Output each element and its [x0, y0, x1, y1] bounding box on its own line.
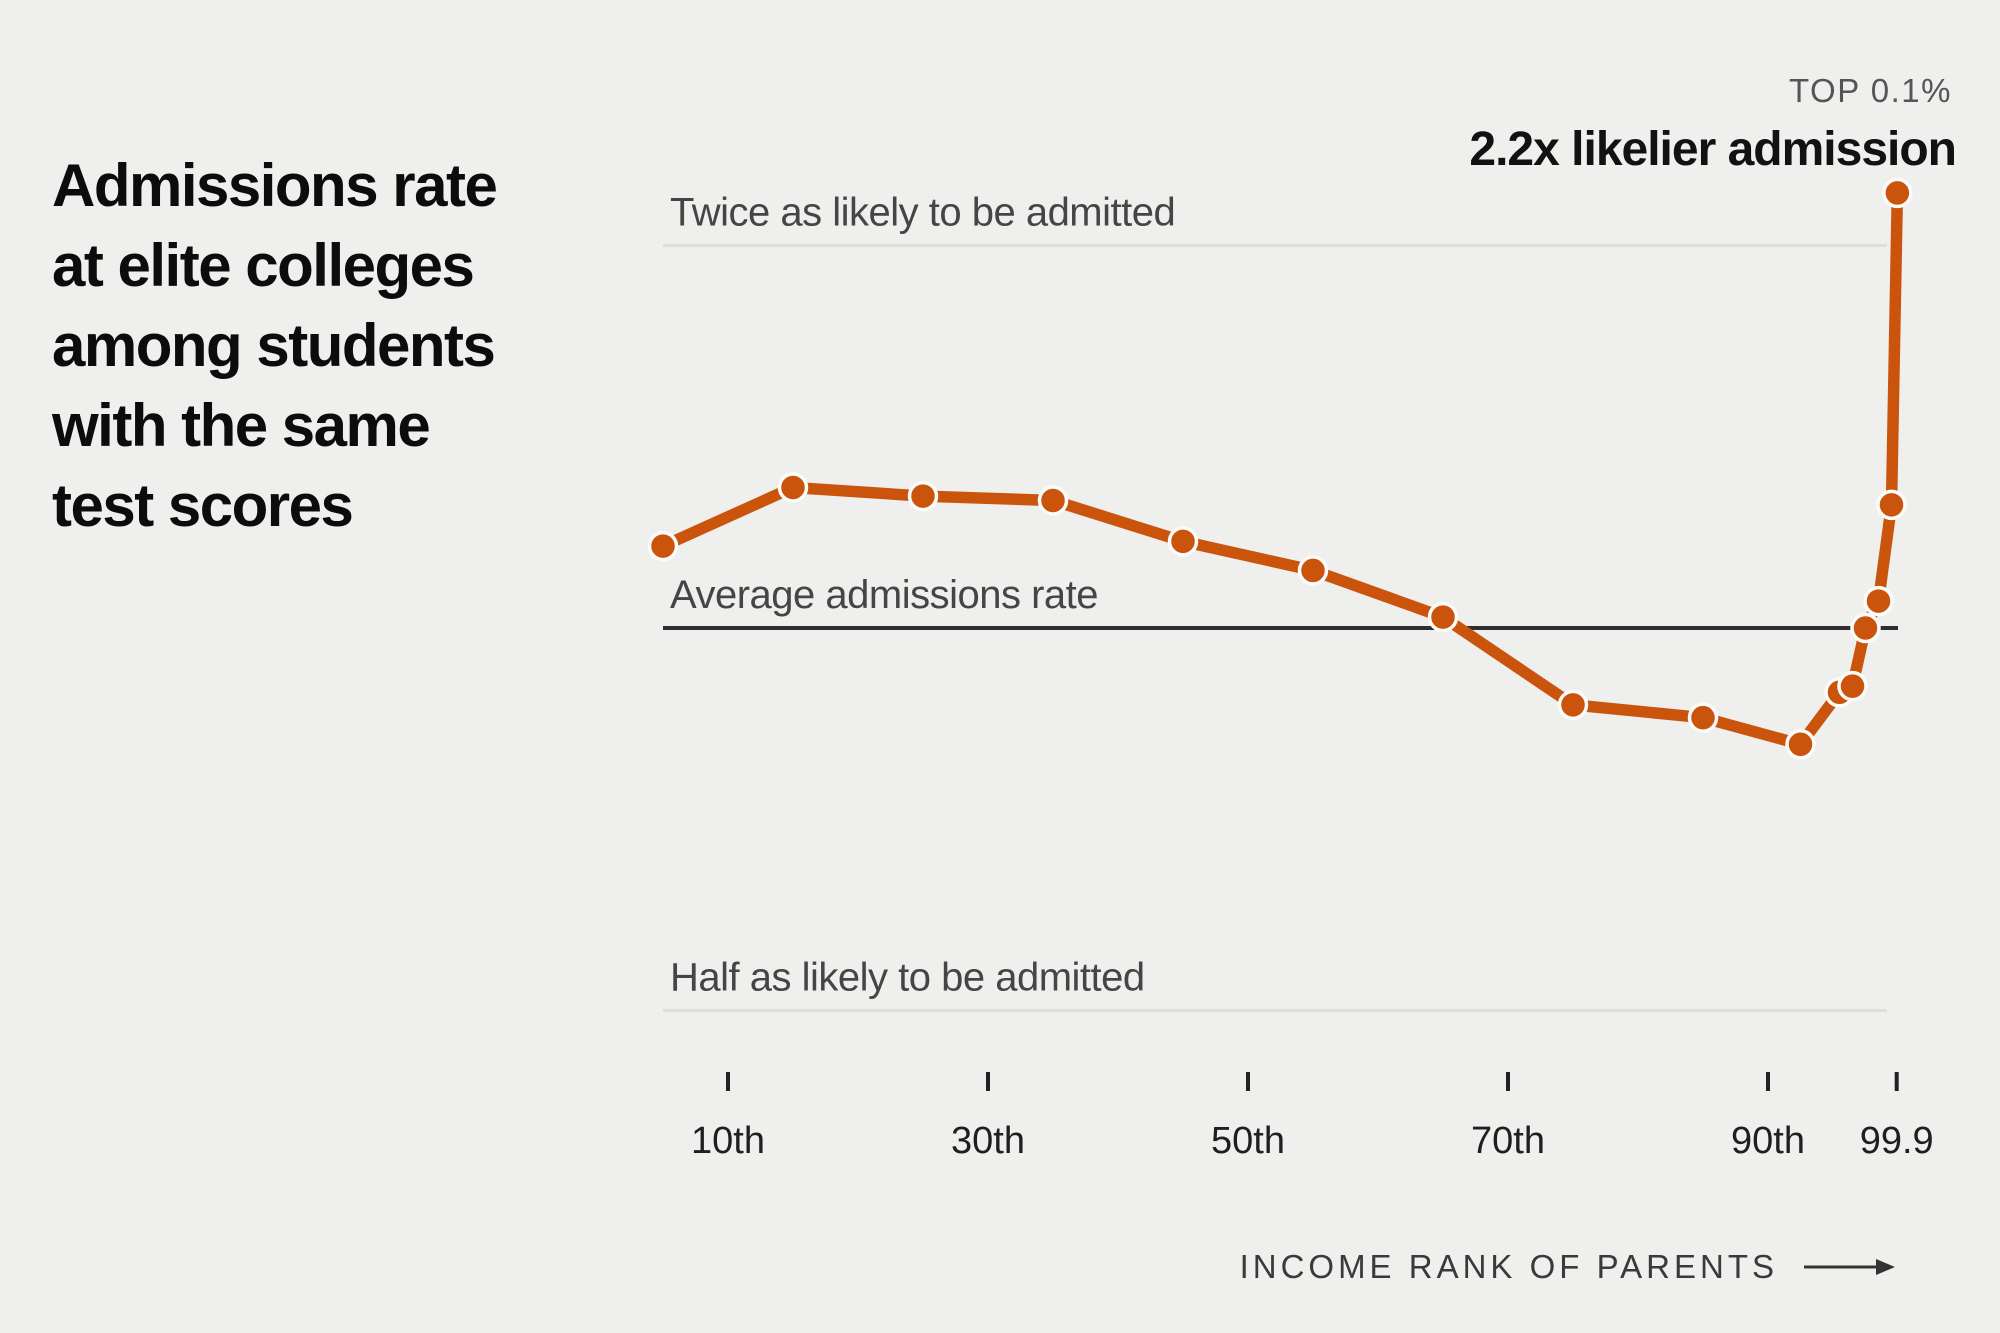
- title-line-1: Admissions rate: [52, 152, 498, 219]
- top-percentile-label: TOP 0.1%: [1788, 72, 1952, 109]
- data-point: [907, 480, 939, 512]
- x-axis-tick-label: 90th: [1731, 1120, 1805, 1162]
- data-point: [1850, 612, 1881, 644]
- title-line-3: among students: [52, 312, 496, 379]
- data-point: [1297, 555, 1329, 586]
- admissions-rate-line: [657, 187, 1904, 751]
- data-point: [1837, 670, 1868, 702]
- data-point: [1785, 729, 1816, 760]
- data-point: [1037, 485, 1069, 516]
- headline-annotation: 2.2x likelier admission: [1469, 123, 1957, 176]
- data-point: [1427, 601, 1459, 633]
- title-line-4: with the same: [52, 392, 431, 459]
- data-point: [1863, 585, 1894, 617]
- data-point: [1882, 177, 1913, 209]
- title-line-2: at elite colleges: [52, 232, 475, 299]
- reference-line-label: Half as likely to be admitted: [670, 956, 1145, 1000]
- x-axis-title-text: INCOME RANK OF PARENTS: [1239, 1248, 1778, 1285]
- x-axis-tick-label: 10th: [691, 1120, 765, 1162]
- x-axis-tick-label: 99.9: [1860, 1120, 1934, 1162]
- data-point: [1167, 526, 1199, 557]
- data-point: [1687, 702, 1719, 733]
- right-arrow-icon: [1804, 1259, 1895, 1275]
- data-point: [777, 472, 809, 503]
- x-axis-tick-label: 50th: [1211, 1120, 1285, 1162]
- reference-line-label: Average admissions rate: [670, 573, 1098, 617]
- data-point: [1876, 489, 1907, 521]
- x-axis-tick-label: 30th: [951, 1120, 1025, 1162]
- x-axis-tick-label: 70th: [1471, 1120, 1545, 1162]
- data-point: [1557, 689, 1589, 721]
- title-line-5: test scores: [52, 472, 354, 539]
- data-point: [647, 530, 679, 562]
- chart-title: Admissions rate at elite colleges among …: [52, 146, 552, 546]
- x-axis-title: INCOME RANK OF PARENTS: [1240, 1248, 1896, 1286]
- reference-line-label: Twice as likely to be admitted: [670, 191, 1175, 235]
